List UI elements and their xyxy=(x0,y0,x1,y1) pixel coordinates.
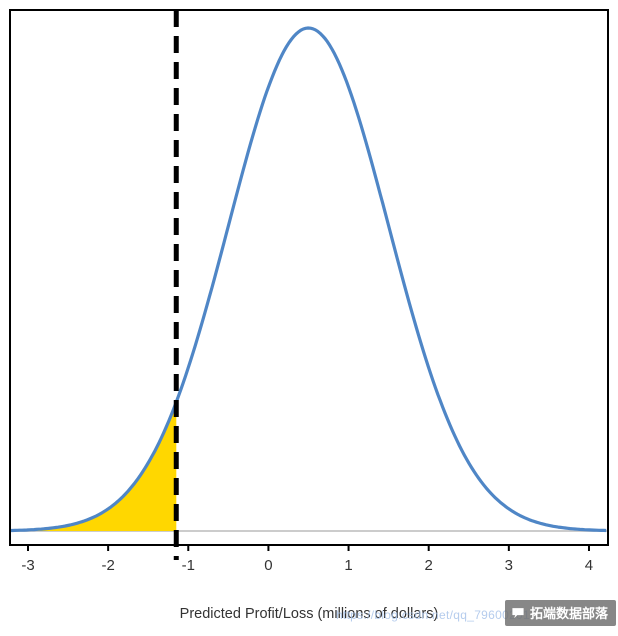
x-tick-label: -1 xyxy=(182,557,195,574)
x-tick-label: 0 xyxy=(264,557,272,574)
x-tick-label: 3 xyxy=(505,557,513,574)
x-tick-label: 2 xyxy=(425,557,433,574)
shaded-tail-area xyxy=(10,402,177,531)
x-tick-label: -2 xyxy=(101,557,114,574)
distribution-curve xyxy=(10,26,607,533)
x-tick-label: 1 xyxy=(344,557,352,574)
x-axis-title: Predicted Profit/Loss (millions of dolla… xyxy=(180,606,439,622)
plot-border xyxy=(9,9,609,546)
x-tick-label: -3 xyxy=(21,557,34,574)
x-tick-label: 4 xyxy=(585,557,593,574)
